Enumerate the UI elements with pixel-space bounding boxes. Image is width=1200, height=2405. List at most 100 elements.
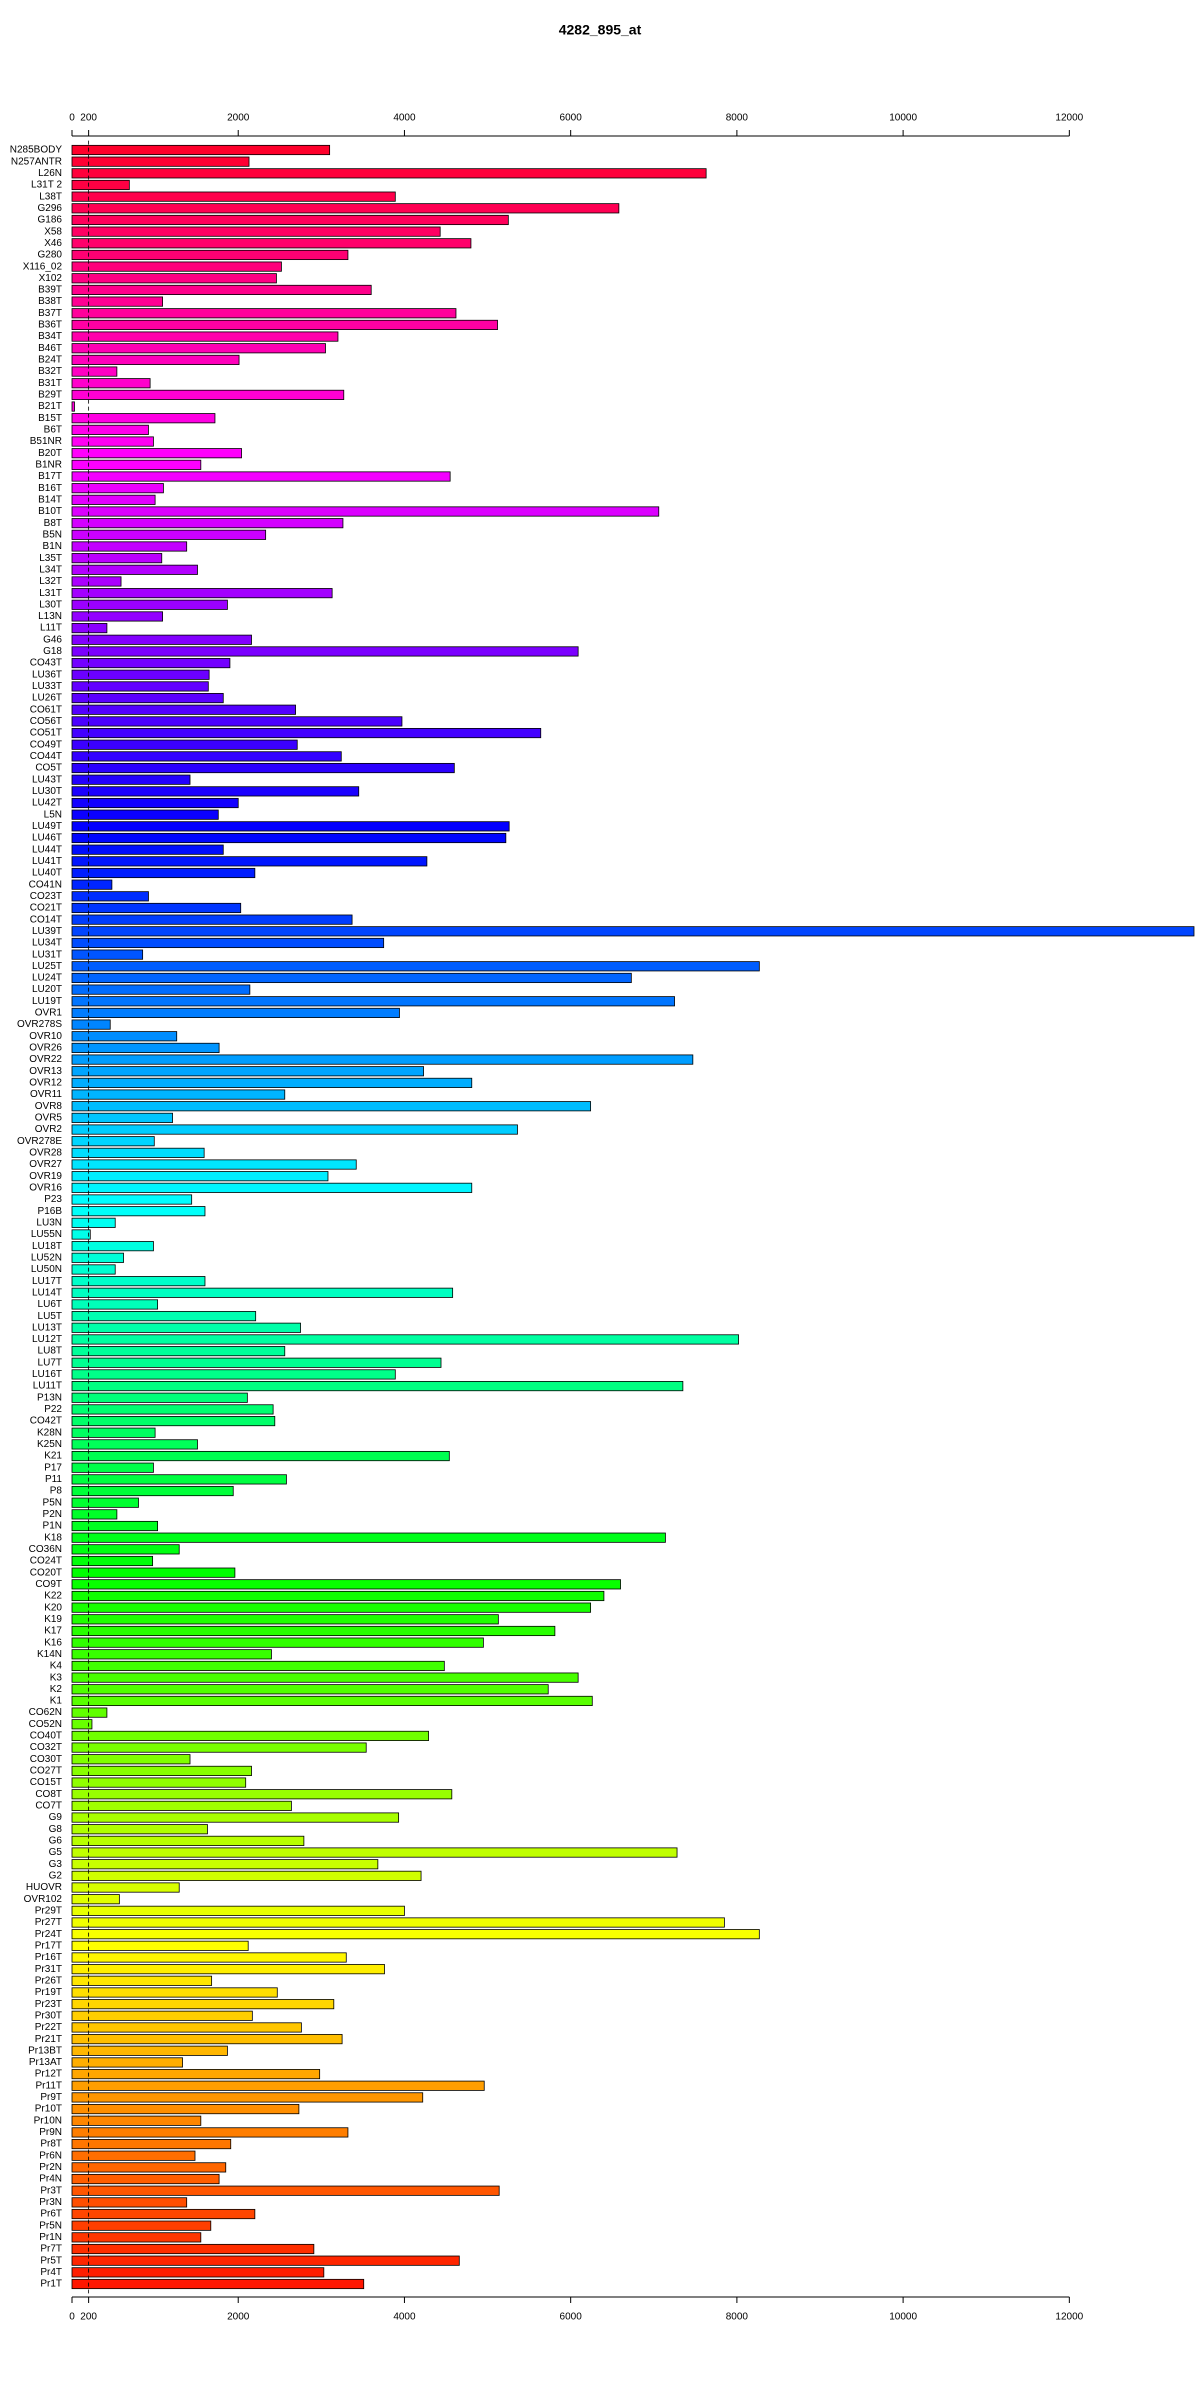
bar xyxy=(71,1894,120,1905)
y-tick-label: OVR102 xyxy=(24,1894,63,1905)
bar xyxy=(71,774,191,785)
y-tick-label: Pr5T xyxy=(40,2255,62,2266)
bar xyxy=(71,203,620,214)
y-tick-label: B1NR xyxy=(35,459,62,470)
y-tick-label: Pr30T xyxy=(35,2010,62,2021)
bar xyxy=(71,1346,286,1357)
x-tick-label: 4000 xyxy=(393,113,416,124)
y-tick-label: K2 xyxy=(50,1684,63,1695)
y-tick-label: Pr12T xyxy=(35,2069,62,2080)
bar xyxy=(71,634,252,645)
bar xyxy=(71,319,498,330)
bar xyxy=(71,1544,180,1555)
y-tick-label: B1N xyxy=(43,541,62,552)
bar xyxy=(71,1707,108,1718)
y-tick-label: B39T xyxy=(38,285,62,296)
bar xyxy=(71,2127,349,2138)
bar xyxy=(71,1497,139,1508)
bar xyxy=(71,1520,159,1532)
bar xyxy=(71,2278,365,2290)
bar xyxy=(71,1357,442,1368)
y-tick-label: LU19T xyxy=(32,996,62,1007)
bar xyxy=(71,1124,518,1135)
bar xyxy=(71,529,267,540)
bar xyxy=(71,1171,329,1182)
bar xyxy=(71,1835,305,1846)
y-tick-label: P22 xyxy=(44,1404,62,1415)
bar xyxy=(71,844,224,855)
y-tick-label: OVR19 xyxy=(29,1171,62,1182)
bar xyxy=(71,413,216,424)
bar xyxy=(71,1730,429,1741)
y-tick-label: LU36T xyxy=(32,669,62,680)
y-tick-label: OVR2 xyxy=(35,1124,63,1135)
bar xyxy=(71,1929,760,1940)
y-tick-label: L31T xyxy=(39,588,62,599)
bar xyxy=(71,599,228,610)
bar xyxy=(71,1672,579,1683)
y-tick-label: N257ANTR xyxy=(11,156,62,167)
bar xyxy=(71,1381,684,1392)
bar xyxy=(71,972,632,984)
bar xyxy=(71,1276,206,1287)
y-tick-label: K4 xyxy=(50,1661,63,1672)
y-tick-label: Pr7T xyxy=(40,2244,62,2255)
y-tick-label: LU44T xyxy=(32,844,62,855)
bar xyxy=(71,1695,593,1707)
y-tick-label: L34T xyxy=(39,564,62,575)
y-tick-label: LU34T xyxy=(32,938,62,949)
bar xyxy=(71,1112,173,1123)
x-tick-label: 12000 xyxy=(1055,113,1083,124)
y-tick-label: P16B xyxy=(38,1206,63,1217)
bar xyxy=(71,1800,292,1811)
y-tick-label: B20T xyxy=(38,448,62,459)
bar xyxy=(71,1264,116,1275)
bar xyxy=(71,331,339,342)
y-tick-label: K28N xyxy=(37,1427,62,1438)
y-tick-label: LU42T xyxy=(32,798,62,809)
y-tick-label: G280 xyxy=(38,250,63,261)
y-tick-label: LU3N xyxy=(36,1217,62,1228)
y-tick-label: OVR22 xyxy=(29,1054,62,1065)
x-tick-label: 6000 xyxy=(560,113,583,124)
x-tick-label: 2000 xyxy=(227,113,250,124)
y-tick-label: LU50N xyxy=(31,1264,62,1275)
y-tick-label: P23 xyxy=(44,1194,62,1205)
y-tick-label: LU5T xyxy=(38,1311,62,1322)
bar xyxy=(71,1369,396,1380)
bar xyxy=(71,2220,212,2231)
y-tick-label: LU13T xyxy=(32,1322,62,1333)
bar xyxy=(71,541,188,552)
y-tick-label: Pr6N xyxy=(39,2150,62,2161)
y-tick-label: OVR12 xyxy=(29,1078,62,1089)
y-tick-label: B24T xyxy=(38,355,62,366)
y-tick-label: B5N xyxy=(43,529,62,540)
y-tick-label: CO5T xyxy=(35,763,62,774)
bar xyxy=(71,1182,473,1193)
bar xyxy=(71,1905,405,1916)
bar xyxy=(71,354,240,365)
y-tick-label: CO23T xyxy=(30,891,62,902)
y-tick-label: CO15T xyxy=(30,1777,62,1788)
y-tick-label: K22 xyxy=(44,1591,62,1602)
bar xyxy=(71,926,1195,937)
y-tick-label: OVR27 xyxy=(29,1159,62,1170)
bar xyxy=(71,2080,485,2091)
y-tick-label: LU33T xyxy=(32,681,62,692)
bar xyxy=(71,704,296,715)
y-tick-label: B29T xyxy=(38,390,62,401)
bar xyxy=(71,378,151,389)
bar xyxy=(71,1579,621,1590)
y-tick-label: X102 xyxy=(39,273,63,284)
bar xyxy=(71,2232,202,2243)
y-tick-label: L13N xyxy=(38,611,62,622)
bar xyxy=(71,1462,154,1473)
y-tick-label: B46T xyxy=(38,343,62,354)
y-tick-label: LU43T xyxy=(32,774,62,785)
y-tick-label: B17T xyxy=(38,471,62,482)
bar xyxy=(71,821,510,832)
y-tick-label: G9 xyxy=(49,1812,63,1823)
y-tick-label: K21 xyxy=(44,1451,62,1462)
y-tick-label: LU25T xyxy=(32,961,62,972)
bar xyxy=(71,2022,302,2033)
